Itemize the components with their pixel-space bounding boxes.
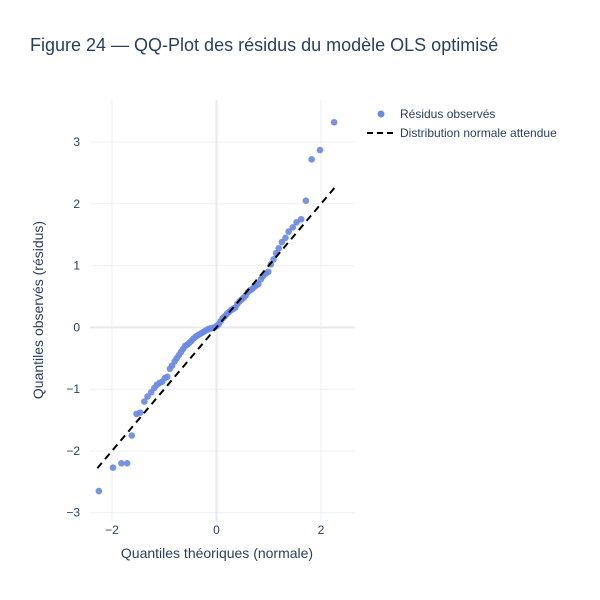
- data-point: [302, 197, 310, 205]
- data-point: [289, 223, 297, 231]
- legend-label-residus: Résidus observés: [400, 107, 495, 121]
- y-axis-label: Quantiles observés (résidus): [30, 221, 46, 399]
- x-tick-label: −2: [105, 523, 119, 537]
- y-tick-label: 0: [73, 320, 80, 334]
- x-tick-label: 0: [213, 523, 220, 537]
- data-point: [293, 219, 300, 226]
- legend-marker-icon: [377, 110, 385, 118]
- legend[interactable]: Résidus observés Distribution normale at…: [367, 107, 557, 140]
- legend-item-normale[interactable]: Distribution normale attendue: [367, 126, 557, 140]
- data-point: [316, 146, 324, 154]
- data-point: [285, 228, 292, 235]
- chart-title: Figure 24 — QQ-Plot des résidus du modèl…: [30, 35, 498, 55]
- data-point: [136, 409, 144, 416]
- data-point: [95, 487, 103, 495]
- y-tick-label: −2: [66, 444, 80, 458]
- plot-area: −3 −2 −1 0 1 2 3 −2 0 2: [66, 100, 355, 537]
- data-point: [275, 244, 282, 252]
- data-point: [264, 268, 272, 276]
- x-axis-label: Quantiles théoriques (normale): [121, 545, 313, 561]
- legend-label-normale: Distribution normale attendue: [400, 126, 557, 140]
- y-tick-label: −3: [66, 506, 80, 520]
- data-point: [308, 156, 315, 163]
- data-point: [118, 460, 125, 467]
- data-point: [109, 464, 117, 471]
- y-tick-label: 1: [73, 259, 80, 273]
- data-point: [255, 280, 262, 288]
- y-tick-label: 3: [73, 135, 80, 149]
- data-point: [297, 215, 305, 223]
- data-point: [278, 238, 286, 246]
- data-point: [164, 373, 171, 381]
- data-point: [141, 398, 148, 405]
- data-point: [128, 432, 136, 439]
- data-point: [123, 460, 131, 467]
- reference-line: [96, 185, 337, 469]
- data-point: [330, 118, 338, 126]
- data-point: [282, 234, 289, 242]
- x-tick-label: 2: [318, 523, 325, 537]
- y-tick-label: −1: [66, 382, 80, 396]
- legend-item-residus[interactable]: Résidus observés: [377, 107, 496, 121]
- data-point: [144, 393, 151, 400]
- y-tick-label: 2: [73, 197, 80, 211]
